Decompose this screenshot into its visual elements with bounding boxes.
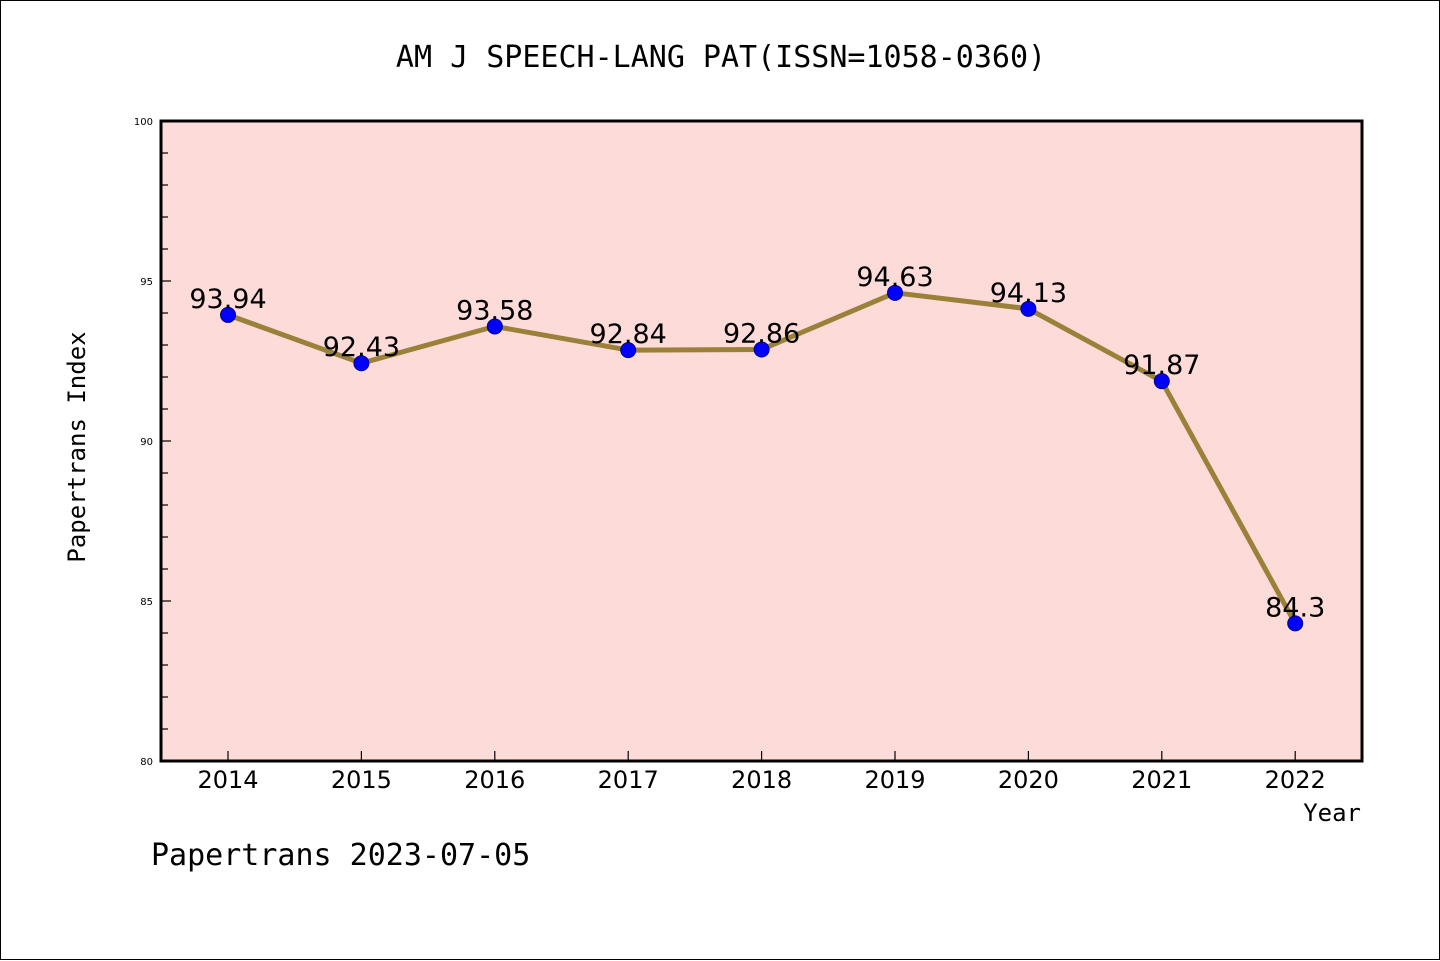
plot-area: [159, 119, 1364, 763]
footer-text: Papertrans 2023-07-05: [151, 838, 530, 873]
x-axis: 2014 2015 2016 2017 2018 2019 2020 2021 2022: [197, 751, 1326, 794]
x-tick-label: 2016: [464, 766, 525, 794]
y-tick-label: 85: [140, 597, 153, 608]
data-point: [486, 318, 503, 335]
y-axis-label: Papertrans Index: [63, 331, 91, 562]
data-label: 94.13: [990, 278, 1067, 309]
x-axis-label: Year: [1303, 799, 1361, 827]
data-label: 92.43: [323, 332, 400, 363]
data-point: [1153, 373, 1170, 390]
y-tick-label: 90: [140, 437, 153, 448]
x-tick-label: 2018: [731, 766, 792, 794]
data-point: [887, 284, 903, 301]
data-label: 93.58: [456, 295, 533, 326]
data-label: 94.63: [856, 262, 933, 293]
data-point: [353, 355, 370, 372]
y-tick-label: 80: [140, 757, 153, 768]
series-group: 93.94 92.43 93.58 92.84 92.86 94.63 94.13 91.87…: [189, 262, 1325, 632]
data-point: [1287, 615, 1304, 632]
y-tick-label: 100: [134, 117, 153, 128]
data-label: 91.87: [1123, 350, 1200, 381]
x-tick-label: 2019: [864, 766, 925, 794]
data-label: 92.86: [723, 318, 800, 349]
data-point: [220, 306, 236, 323]
x-tick-label: 2014: [197, 766, 258, 794]
data-point: [620, 342, 637, 359]
data-label: 92.84: [590, 319, 667, 350]
x-tick-label: 2021: [1131, 766, 1192, 794]
x-tick-label: 2015: [331, 766, 392, 794]
data-point: [753, 341, 770, 358]
data-label: 84.3: [1265, 592, 1325, 623]
data-label: 93.94: [189, 284, 266, 315]
chart-title: AM J SPEECH-LANG PAT(ISSN=1058-0360): [396, 40, 1046, 75]
x-tick-label: 2020: [998, 766, 1059, 794]
y-axis: 80 85 90 95 100: [134, 117, 171, 768]
x-tick-label: 2022: [1265, 766, 1326, 794]
x-tick-label: 2017: [598, 766, 659, 794]
y-tick-label: 95: [140, 277, 153, 288]
data-point: [1020, 300, 1037, 317]
